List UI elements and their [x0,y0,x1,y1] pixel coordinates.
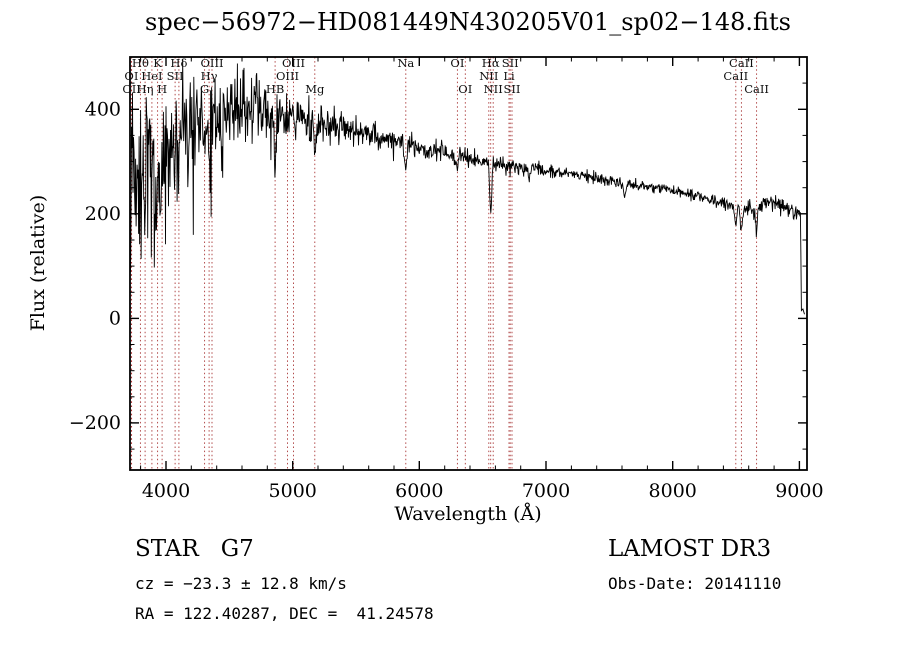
spectral-line-label: Hα [482,56,500,70]
y-tick-label: 0 [109,307,121,329]
spectral-line-label: OI [124,69,138,83]
spectral-line-label: HB [266,82,284,96]
spectral-line-label: G [200,82,209,96]
spectrum-line [129,59,805,315]
y-tick-label: 200 [85,203,121,225]
y-tick-label: 400 [85,98,121,120]
spectral-line-label: SII [504,82,521,96]
x-tick-label: 4000 [142,480,190,502]
spectral-line-label: CaII [729,56,754,70]
plot-title: spec−56972−HD081449N430205V01_sp02−148.f… [145,8,791,36]
x-tick-label: 8000 [649,480,697,502]
x-tick-label: 5000 [269,480,317,502]
spectral-line-label: NII [479,69,498,83]
annotation-object-class: STAR G7 [135,536,254,562]
spectral-line-label: Hη [137,82,154,96]
annotation-survey: LAMOST DR3 [608,536,772,562]
spectral-line-label: OIII [276,69,299,83]
spectral-line-label: Li [503,69,515,83]
spectral-line-label: OII [122,82,141,96]
x-tick-label: 6000 [395,480,443,502]
spectral-line-label: SII [167,69,184,83]
spectral-line-label: Mg [305,82,325,96]
spectral-line-label: K [153,56,162,70]
spectral-line-label: Hθ [132,56,149,70]
spectral-line-label: SII [502,56,519,70]
spectral-line-label: H [157,82,167,96]
x-tick-label: 7000 [522,480,570,502]
annotation-ra-dec: RA = 122.40287, DEC = 41.24578 [135,604,434,623]
annotation-obs-date: Obs-Date: 20141110 [608,574,782,593]
spectral-line-label: OI [458,82,472,96]
y-tick-label: −200 [69,412,121,434]
plot-frame [129,56,808,471]
spectral-line-label: OIII [200,56,223,70]
x-axis-label: Wavelength (Å) [394,503,542,525]
spectral-line-label: OIII [282,56,305,70]
spectral-line-label: CaII [723,69,748,83]
spectral-line-label: OI [450,56,464,70]
spectral-line-label: CaII [744,82,769,96]
x-tick-label: 9000 [775,480,823,502]
spectral-line-label: Na [397,56,414,70]
spectral-line-label: Hδ [170,56,187,70]
spectral-line-label: HeI [141,69,162,83]
spectral-line-label: NII [484,82,503,96]
spectral-line-label: Hγ [201,69,218,83]
annotation-cz: cz = −23.3 ± 12.8 km/s [135,574,347,593]
